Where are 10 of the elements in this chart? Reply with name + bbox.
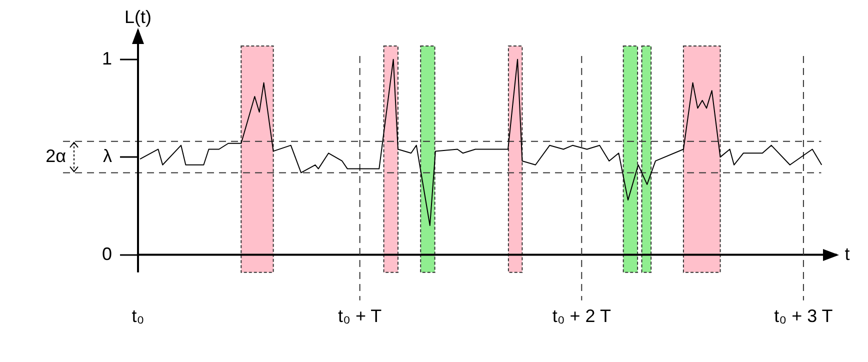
- x-tick-label: t₀ + T: [338, 306, 382, 326]
- y-tick-label: λ: [103, 146, 112, 166]
- text: 2α: [46, 146, 66, 166]
- x-axis-title: t: [844, 244, 850, 264]
- x-tick-label: t₀ + 2 T: [552, 306, 611, 326]
- y-tick-label: 1: [102, 48, 112, 68]
- x-tick-label: t₀ + 3 T: [774, 306, 833, 326]
- x-tick-label: t₀: [132, 306, 144, 326]
- y-tick-label: 0: [102, 244, 112, 264]
- y-axis-title: L(t): [124, 6, 152, 27]
